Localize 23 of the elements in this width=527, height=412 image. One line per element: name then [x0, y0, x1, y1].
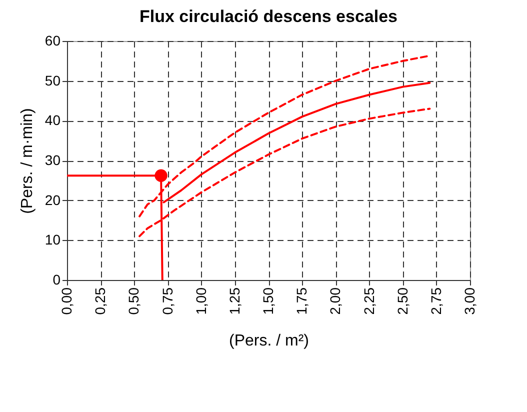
x-tick-label: 2,75	[428, 287, 444, 315]
x-tick-label: 0,00	[58, 287, 74, 315]
chart-title: Flux circulació descens escales	[140, 7, 398, 26]
y-tick-label: 60	[44, 32, 61, 48]
x-tick-label: 2,50	[394, 287, 410, 315]
y-tick-label: 0	[52, 272, 61, 288]
y-tick-label: 40	[44, 112, 61, 128]
y-tick-label: 20	[44, 192, 61, 208]
x-tick-label: 0,25	[92, 287, 108, 315]
x-tick-label: 1,75	[294, 287, 310, 315]
x-tick-label: 0,50	[126, 287, 142, 315]
x-tick-label: 2,25	[360, 287, 377, 315]
x-tick-label: 0,75	[159, 287, 176, 315]
y-tick-label: 30	[44, 152, 61, 168]
y-axis-title: (Pers. / m·min)	[18, 108, 36, 214]
x-tick-label: 2,00	[327, 287, 344, 315]
x-tick-label: 1,50	[260, 287, 276, 315]
x-axis-title: (Pers. / m²)	[229, 332, 309, 350]
y-tick-label: 50	[44, 72, 61, 88]
y-tick-label: 10	[44, 232, 61, 248]
x-tick-label: 1,25	[226, 287, 242, 315]
x-tick-label: 3,00	[462, 287, 478, 315]
x-tick-label: 1,00	[192, 287, 209, 315]
